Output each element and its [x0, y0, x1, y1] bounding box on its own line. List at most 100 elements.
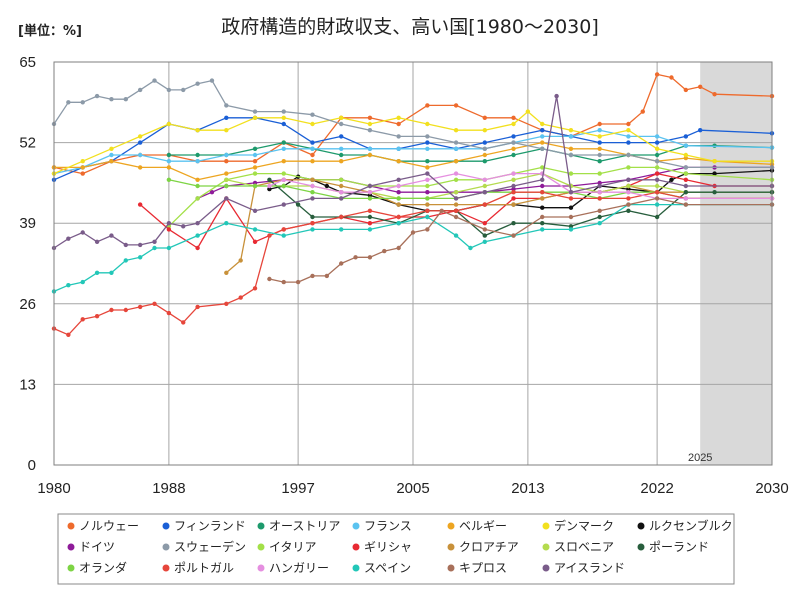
legend-marker — [542, 564, 550, 572]
data-point — [568, 227, 574, 232]
data-point — [683, 183, 689, 189]
data-point — [80, 100, 85, 105]
legend-label: ハンガリー — [269, 561, 329, 575]
data-point — [453, 202, 459, 207]
data-point — [224, 152, 229, 158]
data-point — [137, 140, 143, 145]
data-point — [224, 270, 229, 275]
data-point — [626, 140, 631, 145]
data-point — [195, 183, 200, 189]
data-point — [281, 177, 286, 182]
data-point — [166, 177, 172, 182]
legend-label: ポルトガル — [174, 561, 234, 575]
series-5 — [51, 109, 775, 176]
data-point — [339, 261, 344, 266]
data-point — [324, 273, 330, 279]
data-point — [224, 171, 229, 176]
data-point — [568, 146, 574, 151]
data-point — [425, 214, 430, 220]
data-point — [195, 128, 200, 133]
data-point — [511, 115, 516, 121]
data-point — [654, 190, 660, 195]
legend-marker — [447, 564, 455, 572]
legend-item: ポーランド — [637, 540, 709, 554]
series-line — [53, 95, 772, 249]
data-point — [654, 214, 660, 220]
data-point — [310, 146, 315, 151]
data-point — [453, 208, 459, 213]
data-point — [109, 159, 114, 164]
data-point — [568, 224, 574, 229]
legend-marker — [162, 543, 170, 551]
data-point — [654, 196, 660, 201]
data-point — [654, 159, 660, 164]
y-tick-label: 13 — [19, 376, 36, 393]
data-point — [66, 332, 71, 337]
data-point — [654, 177, 660, 182]
legend-marker — [352, 543, 360, 551]
data-point — [626, 152, 631, 158]
data-point — [195, 233, 200, 238]
data-point — [482, 177, 487, 182]
data-point — [597, 121, 602, 127]
data-point — [540, 134, 545, 139]
data-point — [482, 221, 487, 226]
data-point — [511, 140, 516, 145]
legend-label: ルクセンブルク — [649, 518, 733, 533]
data-point — [597, 183, 602, 189]
data-point — [224, 159, 229, 164]
data-point — [181, 224, 186, 229]
data-point — [453, 128, 459, 133]
legend-item: アイスランド — [542, 561, 625, 575]
data-point — [166, 87, 172, 93]
data-point — [152, 239, 157, 244]
chart-title: 政府構造的財政収支、高い国[1980～2030] — [221, 16, 599, 38]
data-point — [425, 165, 430, 170]
data-point — [339, 146, 344, 151]
data-point — [224, 103, 229, 108]
data-point — [482, 183, 487, 189]
data-point — [654, 165, 660, 170]
legend-item: オーストリア — [257, 519, 340, 533]
legend-item: スウェーデン — [162, 539, 246, 554]
data-point — [80, 230, 85, 235]
series-line — [53, 73, 773, 175]
data-point — [568, 190, 574, 195]
data-point — [482, 152, 487, 158]
data-point — [453, 190, 459, 195]
data-point — [367, 128, 373, 133]
y-tick-label: 52 — [19, 135, 36, 152]
legend-label: ノルウェー — [79, 519, 139, 533]
data-point — [511, 183, 516, 189]
y-tick-label: 26 — [19, 296, 36, 313]
data-point — [252, 286, 258, 291]
data-point — [626, 134, 631, 139]
data-point — [166, 227, 172, 232]
legend-label: ギリシャ — [364, 540, 412, 554]
data-point — [195, 177, 200, 182]
data-point — [310, 152, 315, 158]
data-point — [367, 214, 373, 220]
series-19 — [51, 93, 775, 251]
data-point — [540, 183, 545, 189]
data-point — [396, 177, 401, 182]
data-point — [540, 221, 545, 226]
data-point — [152, 245, 157, 251]
data-point — [396, 146, 401, 151]
data-point — [181, 320, 186, 325]
data-point — [698, 128, 703, 133]
data-point — [540, 146, 545, 151]
data-point — [224, 196, 229, 201]
data-point — [568, 196, 574, 201]
data-point — [626, 121, 631, 127]
data-point — [683, 190, 689, 195]
data-point — [166, 121, 172, 127]
data-point — [425, 190, 430, 195]
data-point — [511, 121, 516, 127]
data-point — [482, 159, 487, 164]
data-point — [224, 183, 229, 189]
data-point — [568, 128, 574, 133]
data-point — [324, 183, 330, 189]
legend-marker — [542, 543, 550, 551]
data-point — [396, 159, 401, 164]
